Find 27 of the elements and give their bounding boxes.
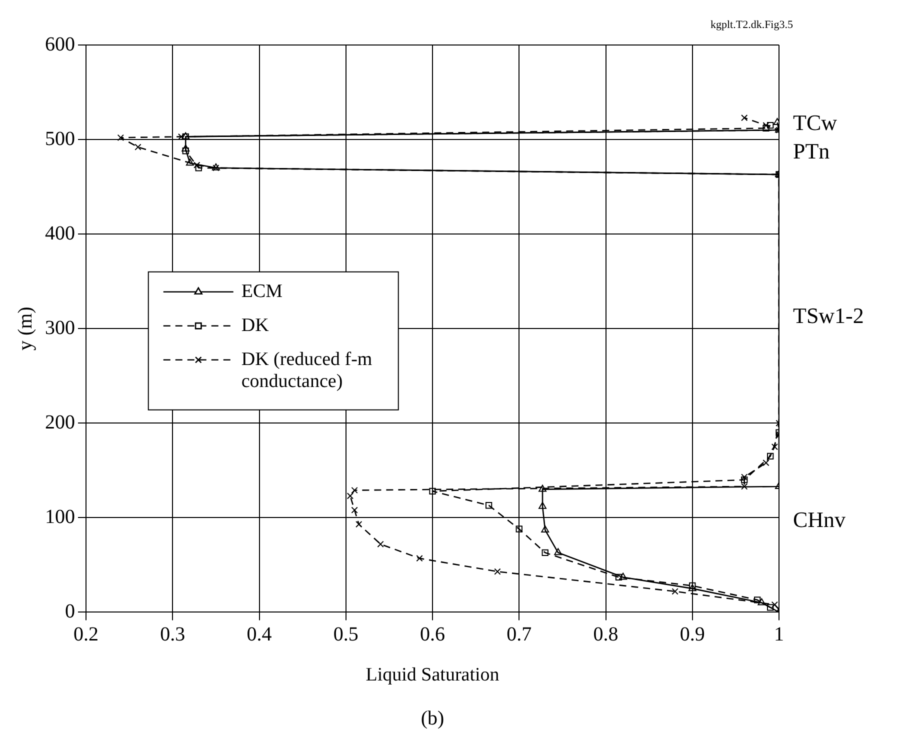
y-tick-label: 100 [45, 506, 75, 528]
x-tick-label: 1 [774, 623, 784, 646]
x-tick-label: 0.8 [593, 623, 618, 646]
x-tick-label: 0.2 [74, 623, 98, 646]
x-tick-label: 0.5 [333, 623, 358, 646]
y-tick-label: 400 [45, 222, 75, 244]
y-tick-label: 0 [65, 600, 75, 622]
text: TCw [793, 110, 838, 136]
x-tick-label: 0.3 [160, 623, 186, 646]
legend-label: DK (reduced f-m conductance) [241, 348, 372, 392]
y-tick-label: 500 [45, 128, 75, 150]
x-tick-label: 0.9 [680, 623, 705, 646]
x-tick-label: 0.4 [246, 623, 272, 646]
y-tick-label: 200 [45, 411, 75, 434]
y-tick-label: 300 [45, 316, 75, 339]
text: kgplt.T2.dk.Fig3.5 [710, 18, 794, 31]
legend-label: DK [241, 314, 270, 336]
x-tick-label: 0.6 [420, 623, 445, 646]
text: PTn [793, 138, 830, 164]
legend-label: ECM [241, 280, 283, 302]
text: (b) [420, 707, 444, 730]
x-tick-label: 0.7 [506, 623, 532, 646]
y-axis-title: y (m) [14, 306, 36, 351]
text: TSw1-2 [793, 303, 864, 328]
text: CHnv [793, 507, 846, 532]
x-axis-title: Liquid Saturation [366, 664, 500, 686]
y-tick-label: 600 [45, 33, 75, 56]
